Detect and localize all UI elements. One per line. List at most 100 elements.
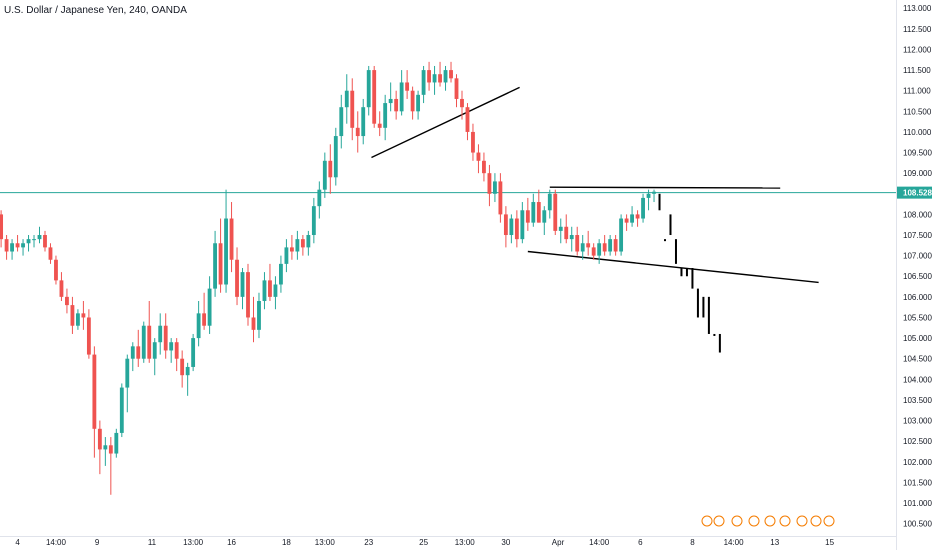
candle[interactable] xyxy=(26,235,31,252)
candle[interactable] xyxy=(520,202,525,244)
candle[interactable] xyxy=(399,70,404,116)
candle[interactable] xyxy=(289,235,294,260)
candle[interactable] xyxy=(438,61,442,87)
candle[interactable] xyxy=(163,313,168,359)
event-marker-icon[interactable] xyxy=(779,515,791,527)
candle[interactable] xyxy=(108,437,113,495)
candle[interactable] xyxy=(32,235,36,248)
candle[interactable] xyxy=(492,173,497,203)
candle[interactable] xyxy=(125,354,130,413)
candle[interactable] xyxy=(185,362,190,396)
event-markers[interactable] xyxy=(701,515,835,527)
candle[interactable] xyxy=(284,239,289,273)
candle[interactable] xyxy=(350,78,355,141)
candle[interactable] xyxy=(410,86,415,120)
candle[interactable] xyxy=(114,428,119,458)
candle[interactable] xyxy=(130,342,135,372)
candle[interactable] xyxy=(97,420,102,475)
candle[interactable] xyxy=(48,243,53,264)
candle[interactable] xyxy=(229,202,234,273)
candle[interactable] xyxy=(580,235,585,260)
candle[interactable] xyxy=(136,329,141,367)
candle[interactable] xyxy=(586,230,591,256)
candle[interactable] xyxy=(388,82,393,112)
candle[interactable] xyxy=(547,189,552,219)
candle[interactable] xyxy=(147,300,152,363)
candle[interactable] xyxy=(355,111,360,153)
candle[interactable] xyxy=(322,152,327,198)
candle[interactable] xyxy=(471,123,475,161)
candle[interactable] xyxy=(531,193,536,227)
candle[interactable] xyxy=(558,218,563,244)
candle[interactable] xyxy=(4,235,9,260)
trendline[interactable] xyxy=(527,250,819,284)
candle[interactable] xyxy=(383,94,388,141)
candle[interactable] xyxy=(432,65,437,95)
candle[interactable] xyxy=(174,338,179,372)
candle[interactable] xyxy=(251,296,256,343)
candle[interactable] xyxy=(0,210,4,248)
candle[interactable] xyxy=(372,65,377,128)
event-marker-icon[interactable] xyxy=(764,515,776,527)
candle[interactable] xyxy=(646,189,651,211)
candle[interactable] xyxy=(630,206,635,227)
candle[interactable] xyxy=(503,206,508,248)
candle[interactable] xyxy=(498,173,503,223)
candle[interactable] xyxy=(377,111,382,137)
trendline[interactable] xyxy=(371,86,520,159)
candle[interactable] xyxy=(394,90,399,120)
candle[interactable] xyxy=(443,65,448,91)
candle[interactable] xyxy=(141,321,146,363)
candle[interactable] xyxy=(635,210,640,227)
candle[interactable] xyxy=(514,210,519,248)
candle[interactable] xyxy=(207,276,212,334)
candle[interactable] xyxy=(564,214,569,244)
candle[interactable] xyxy=(202,292,207,330)
candle[interactable] xyxy=(542,206,547,236)
candle[interactable] xyxy=(81,300,86,330)
candle[interactable] xyxy=(361,98,366,145)
candle[interactable] xyxy=(295,230,300,260)
candle[interactable] xyxy=(103,437,108,466)
candle[interactable] xyxy=(476,144,481,174)
candle[interactable] xyxy=(15,235,20,252)
candle[interactable] xyxy=(306,230,311,256)
candle[interactable] xyxy=(273,276,278,310)
candle[interactable] xyxy=(652,189,656,203)
candle[interactable] xyxy=(553,189,558,236)
candle[interactable] xyxy=(119,383,124,438)
candle[interactable] xyxy=(509,214,514,244)
candle[interactable] xyxy=(624,214,629,231)
candle[interactable] xyxy=(454,74,459,108)
candle[interactable] xyxy=(262,272,267,310)
candle[interactable] xyxy=(487,164,492,207)
candle[interactable] xyxy=(152,338,157,376)
candle[interactable] xyxy=(279,255,283,293)
candle[interactable] xyxy=(641,193,645,223)
time-axis[interactable]: 4 14:00 9 11 13:00 16 18 13:00 23 25 13:00 30 Apr 14:… xyxy=(15,538,834,547)
candle[interactable] xyxy=(75,309,80,330)
candle[interactable] xyxy=(65,288,69,314)
candle[interactable] xyxy=(591,243,596,260)
candle[interactable] xyxy=(427,61,431,91)
candle[interactable] xyxy=(317,181,322,219)
candle[interactable] xyxy=(10,239,14,260)
candle[interactable] xyxy=(405,70,410,99)
trendline[interactable] xyxy=(549,186,781,189)
candle[interactable] xyxy=(311,197,316,244)
event-marker-icon[interactable] xyxy=(713,515,725,527)
candle[interactable] xyxy=(339,94,344,149)
candle[interactable] xyxy=(180,350,185,388)
candle[interactable] xyxy=(54,255,58,285)
candle[interactable] xyxy=(344,74,349,124)
event-marker-icon[interactable] xyxy=(796,515,808,527)
candle[interactable] xyxy=(59,272,64,301)
event-marker-icon[interactable] xyxy=(810,515,822,527)
candle[interactable] xyxy=(235,247,239,306)
candle[interactable] xyxy=(536,189,541,223)
candle[interactable] xyxy=(213,230,218,297)
candle[interactable] xyxy=(575,226,580,256)
event-marker-icon[interactable] xyxy=(823,515,835,527)
candle[interactable] xyxy=(597,239,602,264)
